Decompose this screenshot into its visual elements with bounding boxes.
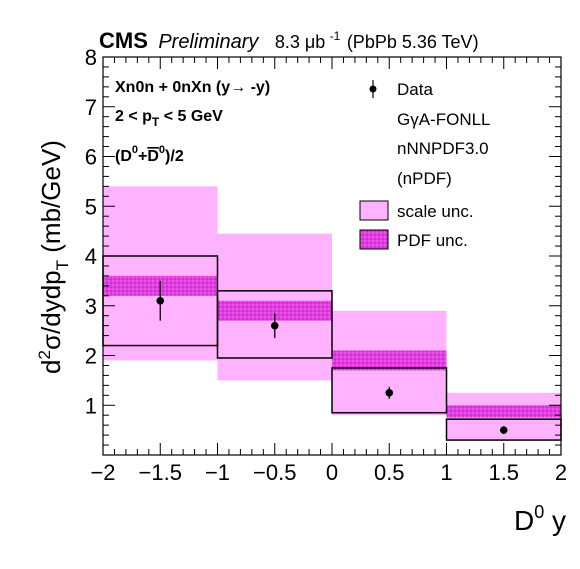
legend-model-line1: GγA-FONLL [397,110,491,129]
x-tick-label: 1 [440,460,452,485]
pdf-band-3 [446,405,561,418]
x-tick-label: 1.5 [488,460,519,485]
lumi-exponent: -1 [330,29,341,43]
annotation-pt-range: 2 < pT < 5 GeV [115,108,223,129]
y-tick-labels: 1 2 3 4 5 6 7 8 [85,45,97,418]
legend: Data GγA-FONLL nNNPDF3.0 (nPDF) scale un… [359,80,491,250]
legend-scale: scale unc. [397,202,474,221]
cms-label: CMS [99,28,148,53]
model-box-1 [216,290,333,359]
pdf-band-2 [332,350,447,371]
collision-system: (PbPb 5.36 TeV) [347,32,479,52]
preliminary-label: Preliminary [158,31,259,53]
y-tick-label: 3 [85,294,97,319]
x-tick-labels: −2 −1.5 −1 −0.5 0 0.5 1 1.5 2 [90,460,567,485]
axis-ticks [102,56,562,456]
y-axis-title: d2σ/dydpT (mb/GeV) [35,140,72,374]
scale-band-0 [103,186,218,361]
legend-scale-swatch [359,200,389,221]
legend-model-line2: nNNPDF3.0 [397,139,489,158]
data-points [156,280,508,435]
data-point-0 [156,296,165,305]
x-tick-label: 0.5 [374,460,405,485]
y-tick-label: 6 [85,145,97,170]
model-box-2 [331,367,448,414]
data-point-1 [270,321,279,330]
y-tick-label: 2 [85,344,97,369]
annotation-selection: Xn0n + 0nXn (y→ -y) [115,79,270,96]
pdf-band-1 [217,300,332,321]
y-tick-label: 4 [85,244,97,269]
lumi-value: 8.3 μb [275,32,325,52]
legend-pdf: PDF unc. [397,231,468,250]
x-tick-label: −2 [90,460,115,485]
x-axis-title: D0 y [514,502,566,536]
legend-model-line3: (nPDF) [397,169,452,188]
y-tick-label: 1 [85,393,97,418]
y-tick-label: 8 [85,45,97,70]
y-tick-label: 7 [85,95,97,120]
legend-data: Data [397,80,433,99]
y-tick-label: 5 [85,194,97,219]
header: CMS Preliminary 8.3 μb -1 (PbPb 5.36 TeV… [99,27,479,53]
x-tick-label: 0 [326,460,338,485]
x-tick-label: −1.5 [139,460,182,485]
pdf-uncertainty-bands [103,275,561,418]
legend-data-marker [369,85,377,93]
x-tick-label: 2 [555,460,567,485]
data-point-3 [499,426,508,434]
data-point-2 [385,389,394,397]
legend-pdf-swatch [359,229,389,250]
x-tick-label: −1 [205,460,230,485]
annotation-species: (D0+D0)/2 [115,144,184,165]
x-tick-label: −0.5 [253,460,296,485]
